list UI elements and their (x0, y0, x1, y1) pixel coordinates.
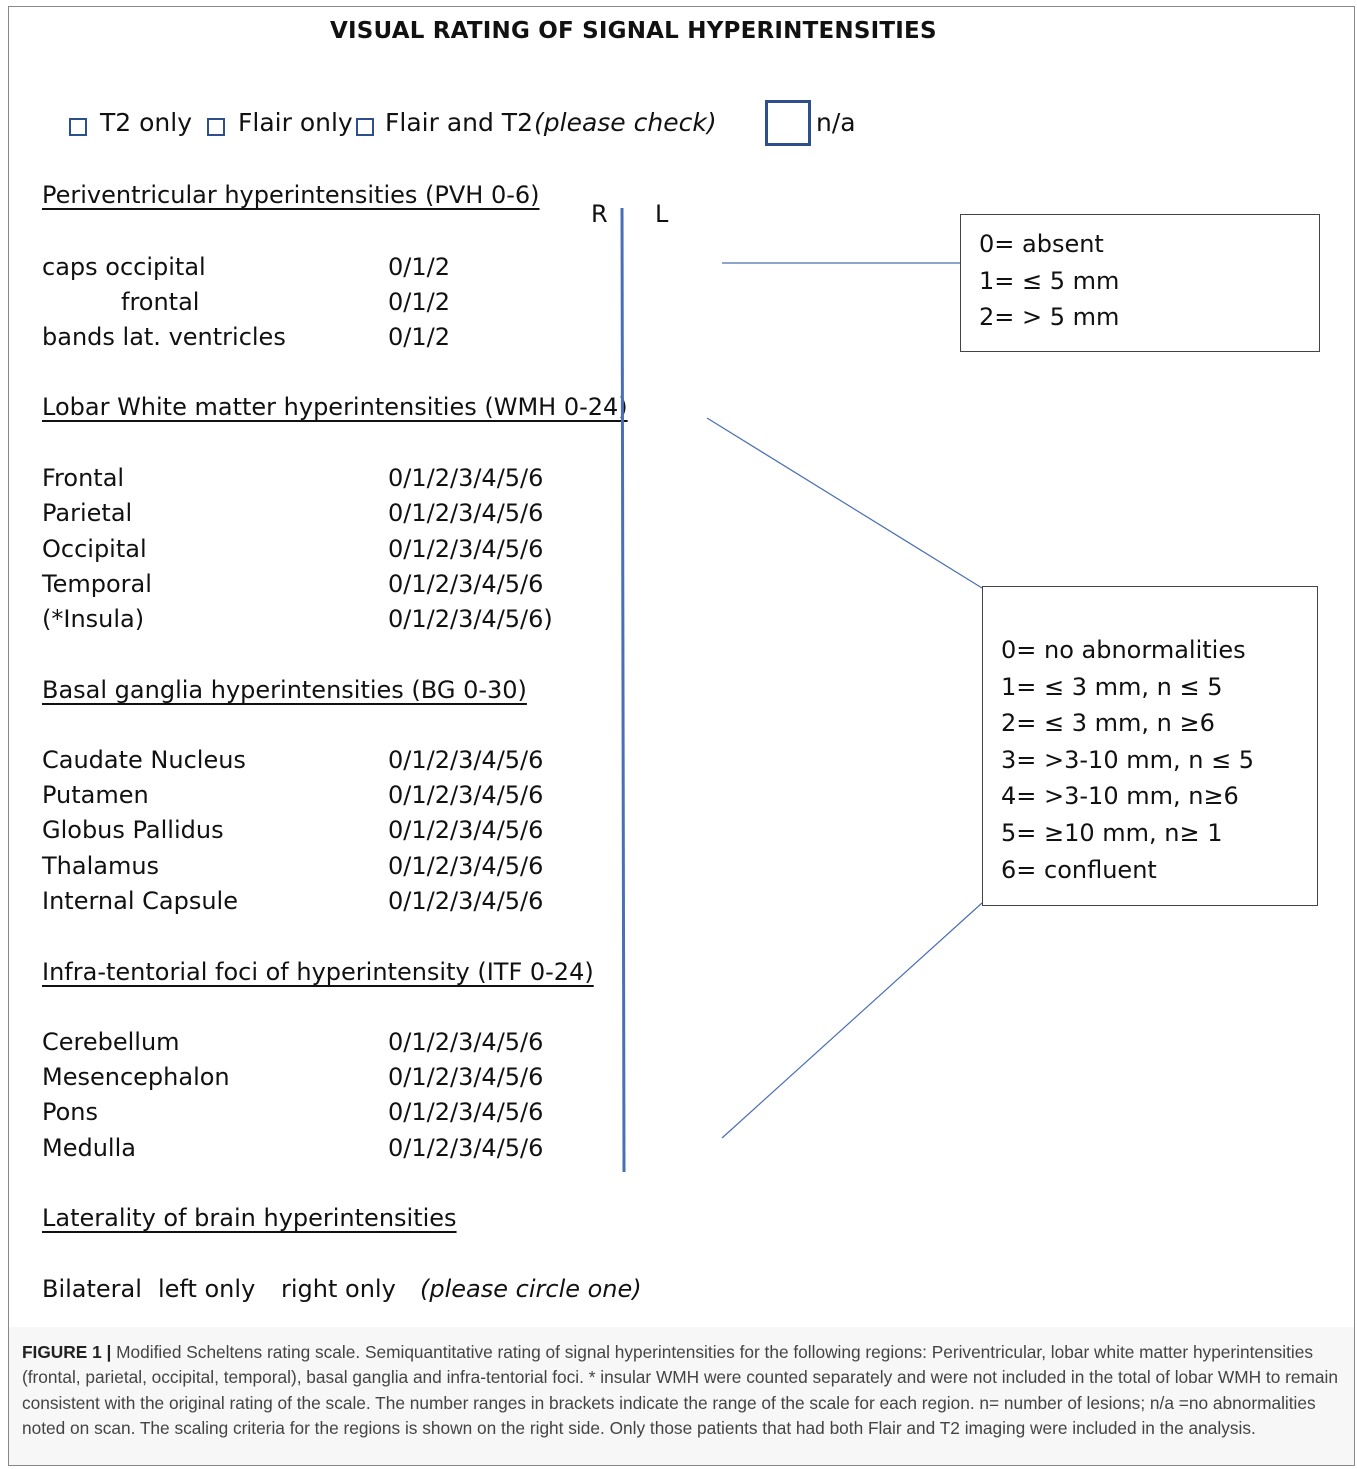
flair-only-label: Flair only (238, 108, 353, 137)
itf-label-pons: Pons (42, 1098, 99, 1126)
wmh-label-frontal: Frontal (42, 464, 125, 492)
wmh-legend-item: 6= confluent (1001, 855, 1157, 884)
na-label: n/a (816, 108, 856, 137)
wmh-value-parietal: 0/1/2/3/4/5/6 (388, 499, 544, 527)
bg-heading: Basal ganglia hyperintensities (BG 0-30) (42, 676, 527, 704)
wmh-upper-connector-line (706, 417, 983, 589)
pvh-heading: Periventricular hyperintensities (PVH 0-… (42, 181, 540, 209)
wmh-value-frontal: 0/1/2/3/4/5/6 (388, 464, 544, 492)
pvh-legend-item: 0= absent (979, 230, 1104, 258)
bg-value-putamen: 0/1/2/3/4/5/6 (388, 781, 544, 809)
left-side-label: L (655, 200, 669, 228)
laterality-option-right[interactable]: right only (281, 1275, 396, 1303)
pvh-value-caps-occipital: 0/1/2 (388, 253, 450, 281)
wmh-legend-item: 5= ≥10 mm, n≥ 1 (1001, 818, 1223, 847)
flair-and-t2-label: Flair and T2 (385, 108, 533, 137)
caption-label: FIGURE 1 | (22, 1342, 112, 1362)
caption-text: Modified Scheltens rating scale. Semiqua… (22, 1342, 1338, 1438)
pvh-legend-box: 0= absent 1= ≤ 5 mm 2= > 5 mm (960, 214, 1320, 352)
pvh-legend-item: 1= ≤ 5 mm (979, 266, 1120, 295)
itf-label-medulla: Medulla (42, 1134, 136, 1162)
wmh-label-parietal: Parietal (42, 499, 133, 527)
na-checkbox[interactable] (765, 100, 811, 146)
right-side-label: R (591, 200, 608, 228)
wmh-value-temporal: 0/1/2/3/4/5/6 (388, 570, 544, 598)
itf-heading: Infra-tentorial foci of hyperintensity (… (42, 958, 594, 986)
please-check-note: (please check) (534, 108, 717, 137)
bg-label-thalamus: Thalamus (42, 852, 160, 880)
bg-value-thalamus: 0/1/2/3/4/5/6 (388, 852, 544, 880)
wmh-legend-box: 0= no abnormalities 1= ≤ 3 mm, n ≤ 5 2= … (982, 586, 1318, 906)
wmh-heading: Lobar White matter hyperintensities (WMH… (42, 393, 628, 421)
wmh-value-occipital: 0/1/2/3/4/5/6 (388, 535, 544, 563)
wmh-legend-item: 0= no abnormalities (1001, 636, 1246, 664)
itf-value-mesencephalon: 0/1/2/3/4/5/6 (388, 1063, 544, 1091)
wmh-label-occipital: Occipital (42, 535, 147, 563)
itf-label-cerebellum: Cerebellum (42, 1028, 180, 1056)
wmh-label-insula: (*Insula) (42, 605, 145, 633)
pvh-legend-item: 2= > 5 mm (979, 303, 1120, 332)
itf-value-pons: 0/1/2/3/4/5/6 (388, 1098, 544, 1126)
laterality-option-left[interactable]: left only (158, 1275, 256, 1303)
wmh-value-insula: 0/1/2/3/4/5/6) (388, 605, 553, 633)
wmh-legend-item: 1= ≤ 3 mm, n ≤ 5 (1001, 672, 1223, 701)
page-title: VISUAL RATING OF SIGNAL HYPERINTENSITIES (330, 18, 937, 44)
bg-label-caudate: Caudate Nucleus (42, 746, 246, 774)
itf-label-mesencephalon: Mesencephalon (42, 1063, 230, 1091)
bg-label-globus: Globus Pallidus (42, 816, 224, 844)
pvh-label-caps-occipital: caps occipital (42, 253, 206, 281)
t2-only-label: T2 only (100, 108, 193, 137)
bg-value-internal-capsule: 0/1/2/3/4/5/6 (388, 887, 544, 915)
pvh-label-bands: bands lat. ventricles (42, 323, 286, 351)
t2-only-checkbox[interactable] (69, 118, 87, 136)
pvh-value-bands: 0/1/2 (388, 323, 450, 351)
please-circle-note: (please circle one) (420, 1275, 642, 1303)
flair-and-t2-checkbox[interactable] (356, 118, 374, 136)
laterality-option-bilateral[interactable]: Bilateral (42, 1275, 142, 1303)
wmh-legend-item: 4= >3-10 mm, n≥6 (1001, 782, 1239, 811)
figure-caption: FIGURE 1 | Modified Scheltens rating sca… (22, 1340, 1347, 1441)
itf-value-cerebellum: 0/1/2/3/4/5/6 (388, 1028, 544, 1056)
wmh-legend-item: 2= ≤ 3 mm, n ≥6 (1001, 709, 1215, 738)
laterality-heading: Laterality of brain hyperintensities (42, 1204, 457, 1232)
pvh-label-frontal: frontal (121, 288, 200, 316)
wmh-lower-connector-line (721, 902, 983, 1139)
wmh-legend-item: 3= >3-10 mm, n ≤ 5 (1001, 745, 1255, 774)
bg-label-putamen: Putamen (42, 781, 149, 809)
midline-divider (620, 207, 626, 1173)
bg-label-internal-capsule: Internal Capsule (42, 887, 238, 915)
bg-value-caudate: 0/1/2/3/4/5/6 (388, 746, 544, 774)
wmh-label-temporal: Temporal (42, 570, 152, 598)
pvh-value-frontal: 0/1/2 (388, 288, 450, 316)
bg-value-globus: 0/1/2/3/4/5/6 (388, 816, 544, 844)
itf-value-medulla: 0/1/2/3/4/5/6 (388, 1134, 544, 1162)
flair-only-checkbox[interactable] (207, 118, 225, 136)
